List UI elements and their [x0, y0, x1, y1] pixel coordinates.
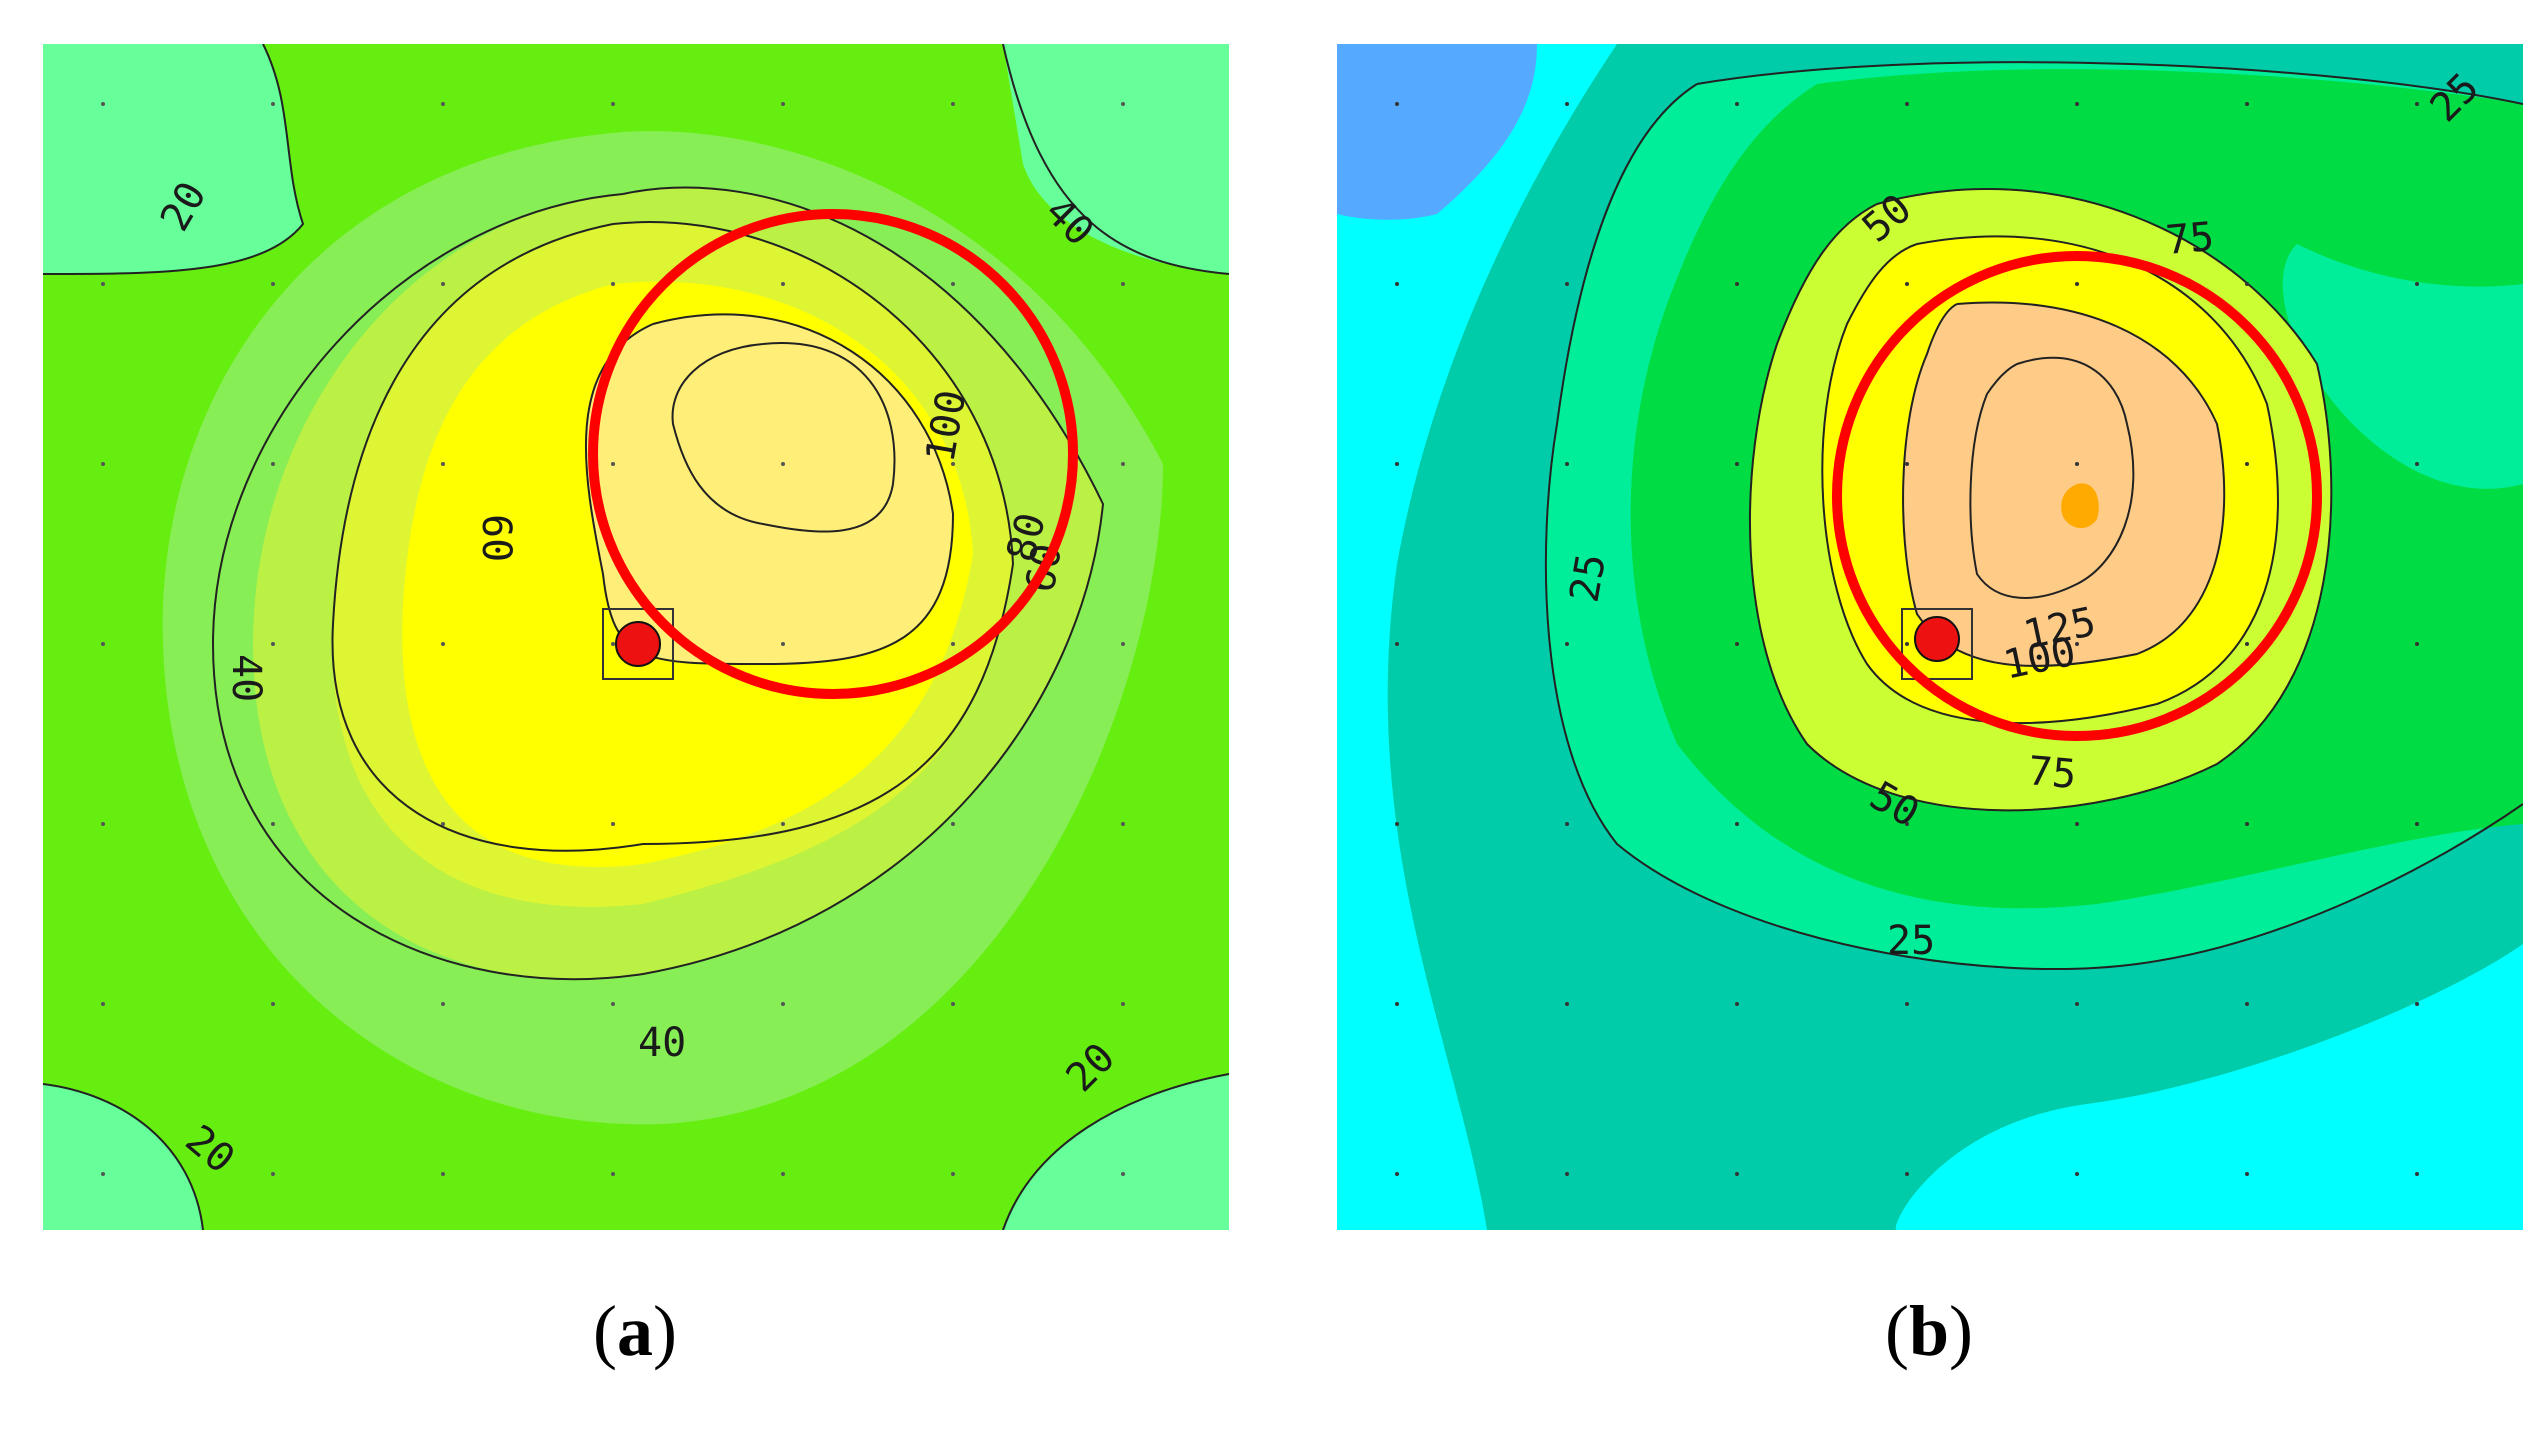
- contour-map-a-svg: 20 40 60 80 100 60 40 40 20 20: [43, 44, 1229, 1230]
- contour-lines-b: [1544, 61, 2523, 970]
- grid-points-a: [101, 102, 1125, 1176]
- highlight-circle: [1832, 251, 2322, 741]
- contour-label: 40: [223, 654, 269, 702]
- zone-80: [585, 314, 953, 664]
- highlight-circle: [588, 209, 1078, 699]
- contour-label: 25: [1887, 918, 1935, 964]
- caption-letter: b: [1908, 1291, 1950, 1371]
- contour-map-b-svg: 25 50 75 125 100 75 50 25 25: [1337, 44, 2523, 1230]
- low-zone-bottomright: [1003, 1074, 1229, 1230]
- low-zone-bottomleft: [43, 1084, 203, 1230]
- contour-lines-a: [43, 44, 1229, 1230]
- caption-open: (: [593, 1291, 617, 1371]
- zone-125: [2061, 483, 2099, 529]
- contour-label: 75: [2164, 214, 2216, 264]
- low-zone-topleft: [1337, 44, 1537, 220]
- zone-100: [1903, 302, 2225, 666]
- source-point: [615, 621, 661, 667]
- contour-map-a: 20 40 60 80 100 60 40 40 20 20: [43, 44, 1229, 1230]
- source-point: [1914, 616, 1960, 662]
- contour-label: 25: [1562, 550, 1616, 605]
- contour-label: 40: [638, 1020, 686, 1066]
- caption-letter: a: [617, 1291, 653, 1371]
- caption-a: (a): [535, 1290, 735, 1373]
- grid-points-b: [1395, 102, 2419, 1176]
- contour-map-b: 25 50 75 125 100 75 50 25 25: [1337, 44, 2523, 1230]
- caption-b: (b): [1829, 1290, 2029, 1373]
- source-marker-box: [602, 608, 674, 680]
- contour-label: 75: [2026, 748, 2078, 798]
- caption-open: (: [1884, 1291, 1909, 1371]
- low-zone-topleft: [43, 44, 303, 274]
- caption-close: ): [653, 1291, 677, 1371]
- source-marker-box: [1901, 608, 1973, 680]
- low-zone-topright: [1003, 44, 1229, 274]
- contour-label: 60: [473, 514, 519, 562]
- caption-close: ): [1949, 1291, 1973, 1371]
